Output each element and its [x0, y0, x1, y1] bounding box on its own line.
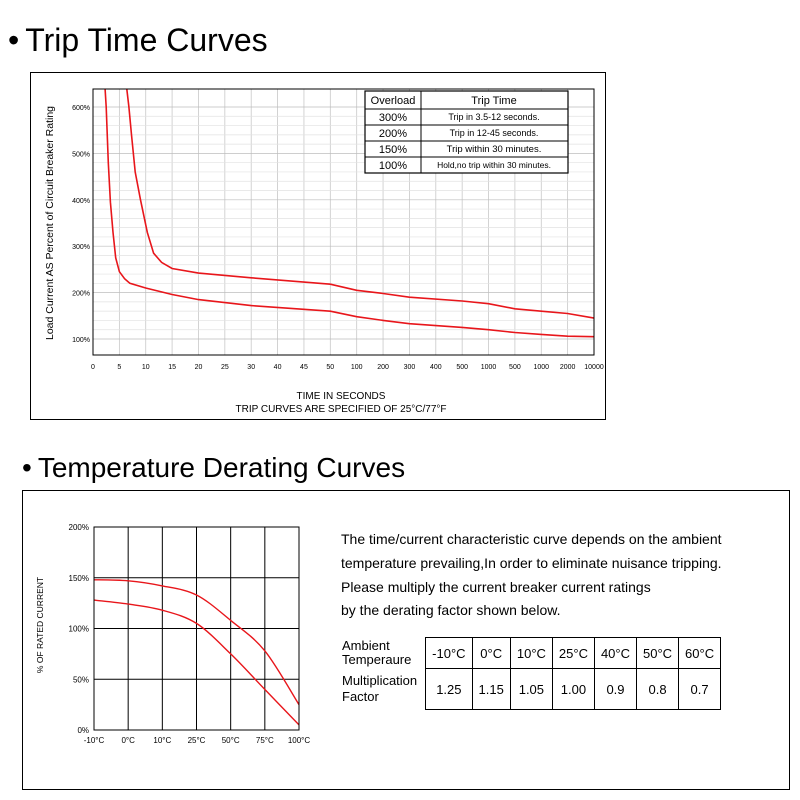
x-tick-label: 100 — [351, 364, 363, 371]
trip-time-chart: 0 5 10 15 20 25 30 40 45 50 100 200 300 400 500 1000 500… — [44, 88, 604, 415]
x-tick-label: 50°C — [222, 736, 240, 745]
temperature-cell: 60°C — [678, 637, 722, 669]
description-line: Please multiply the current breaker curr… — [341, 579, 651, 595]
description-line: temperature prevailing,In order to elimi… — [341, 555, 722, 571]
table-cell-overload: 100% — [379, 160, 407, 172]
trip-chart-frame: 0 5 10 15 20 25 30 40 45 50 100 200 300 400 500 1000 500… — [30, 72, 606, 420]
temperature-cell: 25°C — [551, 637, 595, 669]
x-tick-label: 0°C — [121, 736, 135, 745]
y-tick-label: 150% — [69, 574, 89, 583]
y-tick-label: 100% — [72, 337, 90, 344]
table-cell-trip-time: Trip within 30 minutes. — [447, 144, 542, 155]
x-tick-label: 45 — [300, 364, 308, 371]
y-tick-label: 600% — [72, 105, 90, 112]
trip-curve — [126, 88, 595, 319]
bullet: • — [22, 452, 32, 483]
x-tick-label: -10°C — [84, 736, 105, 745]
y-tick-label: 200% — [72, 291, 90, 298]
y-tick-label: 500% — [72, 151, 90, 158]
x-tick-label: 10000 — [584, 364, 604, 371]
x-tick-label: 300 — [404, 364, 416, 371]
trip-time-curves-heading: • Trip Time Curves — [8, 22, 268, 59]
y-tick-label: 300% — [72, 244, 90, 251]
factor-cell: 1.15 — [471, 668, 511, 710]
factor-cell: 0.7 — [678, 668, 722, 710]
description-line: The time/current characteristic curve de… — [341, 531, 722, 547]
trip-time-curves-title: Trip Time Curves — [25, 22, 268, 58]
x-tick-label: 30 — [247, 364, 255, 371]
derating-chart: -10°C 0°C 10°C 25°C 50°C 75°C 100°C 0% 50% 100% 15… — [35, 523, 311, 745]
derating-factor-table: Ambient Temperaure -10°C 0°C 10°C 25°C 40… — [340, 637, 722, 710]
x-tick-label: 100°C — [288, 736, 311, 745]
y-tick-label: 50% — [73, 675, 89, 684]
trip-curve — [104, 88, 595, 338]
y-tick-label: 100% — [69, 625, 89, 634]
y-axis-label: Load Current AS Percent of Circuit Break… — [44, 106, 56, 340]
x-tick-label: 25°C — [188, 736, 206, 745]
x-tick-label: 50 — [326, 364, 334, 371]
table-header-overload: Overload — [371, 95, 416, 107]
chart-caption: TRIP CURVES ARE SPECIFIED OF 25°C/77°F — [235, 404, 446, 415]
temperature-cell: 40°C — [593, 637, 638, 669]
y-axis-label: % OF RATED CURRENT — [35, 577, 45, 673]
table-cell-overload: 150% — [379, 144, 407, 156]
temperature-derating-title: Temperature Derating Curves — [37, 452, 406, 483]
x-tick-label: 5 — [117, 364, 121, 371]
x-tick-label: 0 — [91, 364, 95, 371]
x-tick-label: 1000 — [533, 364, 549, 371]
x-axis-label: TIME IN SECONDS — [297, 391, 386, 402]
y-tick-label: 400% — [72, 198, 90, 205]
table-cell-trip-time: Trip in 12-45 seconds. — [450, 128, 539, 138]
x-tick-label: 20 — [195, 364, 203, 371]
table-cell-trip-time: Trip in 3.5-12 seconds. — [448, 112, 539, 122]
x-tick-label: 500 — [509, 364, 521, 371]
table-cell-overload: 300% — [379, 112, 407, 124]
derating-curve — [93, 579, 300, 705]
factor-cell: 1.05 — [509, 668, 553, 710]
factor-cell: 1.25 — [425, 668, 473, 710]
table-cell-overload: 200% — [379, 128, 407, 140]
factor-cell: 0.8 — [635, 668, 680, 710]
y-tick-label: 200% — [69, 523, 89, 532]
temperature-cell: 10°C — [509, 637, 553, 669]
factor-cell: 1.00 — [551, 668, 595, 710]
x-tick-label: 2000 — [560, 364, 576, 371]
table-header-trip-time: Trip Time — [471, 95, 516, 107]
x-tick-label: 75°C — [256, 736, 274, 745]
temperature-cell: 50°C — [635, 637, 680, 669]
x-tick-label: 400 — [430, 364, 442, 371]
temperature-cell: 0°C — [471, 637, 511, 669]
y-tick-label: 0% — [77, 726, 89, 735]
x-tick-label: 500 — [456, 364, 468, 371]
x-tick-label: 200 — [377, 364, 389, 371]
description-line: by the derating factor shown below. — [341, 602, 561, 618]
table-cell-trip-time: Hold,no trip within 30 minutes. — [437, 160, 551, 170]
multiplication-factor-label: Multiplication Factor — [342, 673, 418, 704]
x-tick-label: 10 — [142, 364, 150, 371]
table-row: Ambient Temperaure -10°C 0°C 10°C 25°C 40… — [340, 637, 722, 669]
table-row: Multiplication Factor 1.25 1.15 1.05 1.00… — [340, 668, 722, 710]
factor-cell: 0.9 — [593, 668, 638, 710]
temperature-cell: -10°C — [425, 637, 473, 669]
x-tick-label: 10°C — [153, 736, 171, 745]
temperature-derating-heading: • Temperature Derating Curves — [22, 452, 405, 484]
x-tick-label: 1000 — [481, 364, 497, 371]
bullet: • — [8, 22, 20, 58]
x-tick-label: 15 — [168, 364, 176, 371]
derating-frame — [22, 490, 790, 790]
derating-curve — [93, 599, 300, 726]
x-tick-label: 40 — [274, 364, 282, 371]
x-tick-label: 25 — [221, 364, 229, 371]
trip-time-table: Overload Trip Time 300% Trip in 3.5-12 s… — [364, 90, 569, 174]
ambient-temperature-label: Ambient Temperaure — [342, 638, 412, 667]
